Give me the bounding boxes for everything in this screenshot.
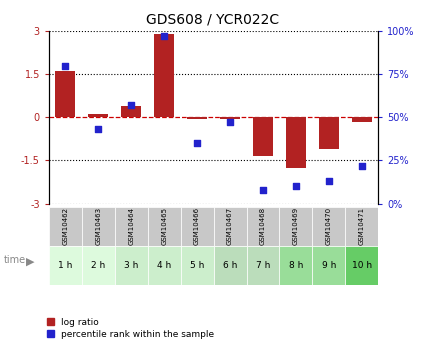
Legend: log ratio, percentile rank within the sample: log ratio, percentile rank within the sa…	[47, 318, 215, 339]
Point	[260, 187, 266, 193]
Text: 2 h: 2 h	[91, 261, 105, 270]
Point	[128, 102, 135, 108]
Text: 1 h: 1 h	[58, 261, 73, 270]
Bar	[82, 246, 115, 285]
Point	[161, 33, 167, 39]
Bar	[115, 207, 148, 246]
Bar	[246, 207, 280, 246]
Text: GDS608 / YCR022C: GDS608 / YCR022C	[146, 12, 279, 26]
Bar	[280, 246, 312, 285]
Point	[292, 184, 299, 189]
Text: 3 h: 3 h	[124, 261, 139, 270]
Text: time: time	[4, 256, 26, 265]
Bar	[312, 207, 345, 246]
Bar	[55, 71, 75, 117]
Bar	[49, 246, 82, 285]
Text: 7 h: 7 h	[256, 261, 270, 270]
Text: 9 h: 9 h	[322, 261, 336, 270]
Text: GSM10467: GSM10467	[227, 207, 233, 246]
Bar	[187, 117, 207, 119]
Bar	[213, 207, 246, 246]
Bar	[115, 246, 148, 285]
Text: ▶: ▶	[26, 257, 35, 266]
Point	[194, 140, 201, 146]
Text: GSM10462: GSM10462	[62, 207, 68, 245]
Bar	[352, 117, 371, 122]
Text: 8 h: 8 h	[289, 261, 303, 270]
Bar	[345, 246, 378, 285]
Bar	[181, 207, 213, 246]
Text: GSM10471: GSM10471	[359, 207, 365, 246]
Bar	[213, 246, 246, 285]
Text: 5 h: 5 h	[190, 261, 204, 270]
Bar	[253, 117, 273, 156]
Bar	[121, 106, 141, 117]
Bar	[148, 207, 181, 246]
Bar	[312, 246, 345, 285]
Text: 10 h: 10 h	[352, 261, 372, 270]
Text: GSM10465: GSM10465	[161, 207, 167, 245]
Point	[227, 120, 233, 125]
Bar	[154, 34, 174, 117]
Bar	[82, 207, 115, 246]
Text: 4 h: 4 h	[157, 261, 171, 270]
Point	[62, 63, 69, 68]
Point	[358, 163, 365, 168]
Text: GSM10463: GSM10463	[95, 207, 101, 246]
Bar	[148, 246, 181, 285]
Text: GSM10470: GSM10470	[326, 207, 332, 246]
Point	[326, 178, 332, 184]
Bar	[49, 207, 82, 246]
Text: 6 h: 6 h	[223, 261, 237, 270]
Text: GSM10469: GSM10469	[293, 207, 299, 246]
Bar	[220, 117, 240, 119]
Bar	[181, 246, 213, 285]
Bar	[280, 207, 312, 246]
Bar	[246, 246, 280, 285]
Point	[95, 127, 102, 132]
Bar	[345, 207, 378, 246]
Text: GSM10464: GSM10464	[128, 207, 134, 245]
Text: GSM10468: GSM10468	[260, 207, 266, 246]
Bar	[286, 117, 306, 168]
Bar	[319, 117, 339, 149]
Text: GSM10466: GSM10466	[194, 207, 200, 246]
Bar	[88, 115, 108, 117]
